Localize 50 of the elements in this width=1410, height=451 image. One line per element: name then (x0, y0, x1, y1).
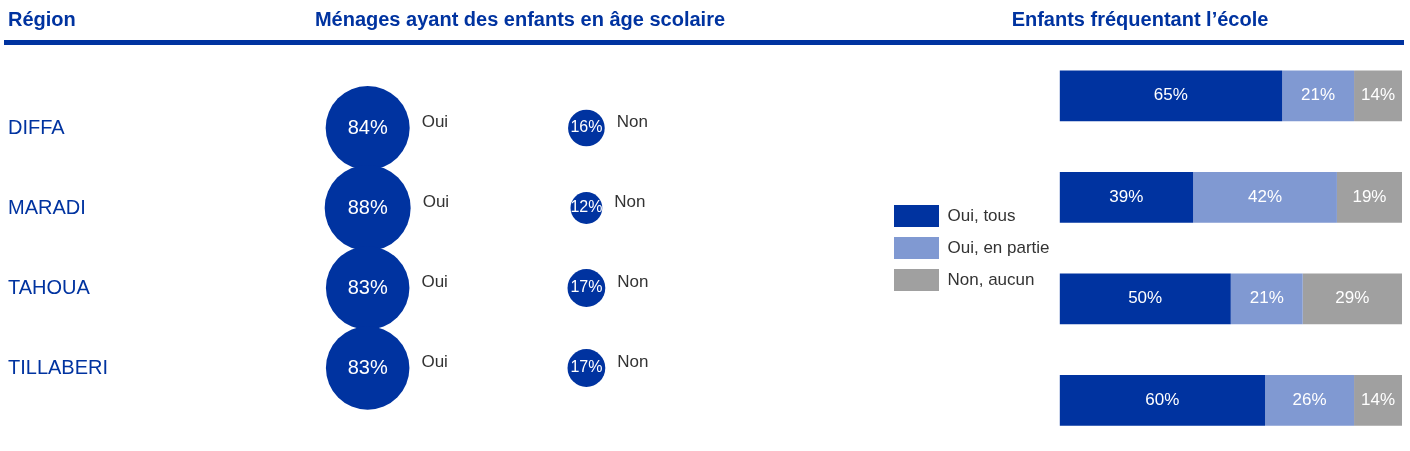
data-label: 14% (1361, 85, 1396, 105)
legend-label: Non, aucun (947, 269, 1035, 289)
text: Non (614, 191, 646, 211)
data-label: 50% (1128, 288, 1163, 308)
bar (1265, 374, 1355, 426)
data-label: 21% (1249, 288, 1284, 308)
bar (1193, 171, 1337, 223)
data-label: 42% (1248, 186, 1283, 206)
bar (1059, 374, 1266, 426)
data-label: 84% (347, 115, 388, 138)
data-label: 39% (1109, 186, 1144, 206)
bar (1354, 70, 1402, 122)
data-label: 12% (570, 198, 603, 216)
data-label: 16% (570, 118, 603, 136)
data-label: 60% (1145, 389, 1180, 409)
data-label: 83% (347, 275, 388, 298)
data-label: 29% (1335, 288, 1370, 308)
category-label: MARADI (8, 195, 86, 218)
chart-title: Enfants fréquentant l’école (1010, 8, 1270, 31)
data-label: 26% (1292, 389, 1327, 409)
bar (1059, 171, 1194, 223)
data-label: 19% (1352, 186, 1387, 206)
text: Oui (421, 271, 448, 291)
data-label: 88% (347, 195, 388, 218)
data-label: 14% (1361, 389, 1396, 409)
data-label: 17% (570, 358, 603, 376)
series-label: Non (617, 271, 649, 291)
category-label: TILLABERI (8, 355, 109, 378)
text: Oui (422, 191, 450, 211)
text: Non (617, 351, 649, 371)
bar (1282, 70, 1355, 122)
bar (1336, 171, 1402, 223)
bar (1354, 374, 1402, 426)
data-label: 17% (570, 278, 603, 296)
bar (1059, 70, 1283, 122)
series-label: Oui (421, 111, 449, 131)
bar (1059, 273, 1231, 325)
category-label: DIFFA (8, 115, 66, 138)
data-label: 21% (1301, 85, 1336, 105)
data-label: 83% (347, 355, 388, 378)
text: Non (616, 111, 648, 131)
text: Oui (421, 351, 448, 371)
legend-label: Oui, tous (947, 205, 1016, 225)
bar (1230, 273, 1303, 325)
text: Ménages ayant des enfants en âge scolaire (314, 8, 726, 30)
legend-label: Oui, en partie (947, 237, 1050, 257)
text: Région (8, 8, 76, 31)
bar (1302, 273, 1402, 325)
data-label: 65% (1153, 85, 1188, 105)
category-label: TAHOUA (8, 275, 91, 298)
